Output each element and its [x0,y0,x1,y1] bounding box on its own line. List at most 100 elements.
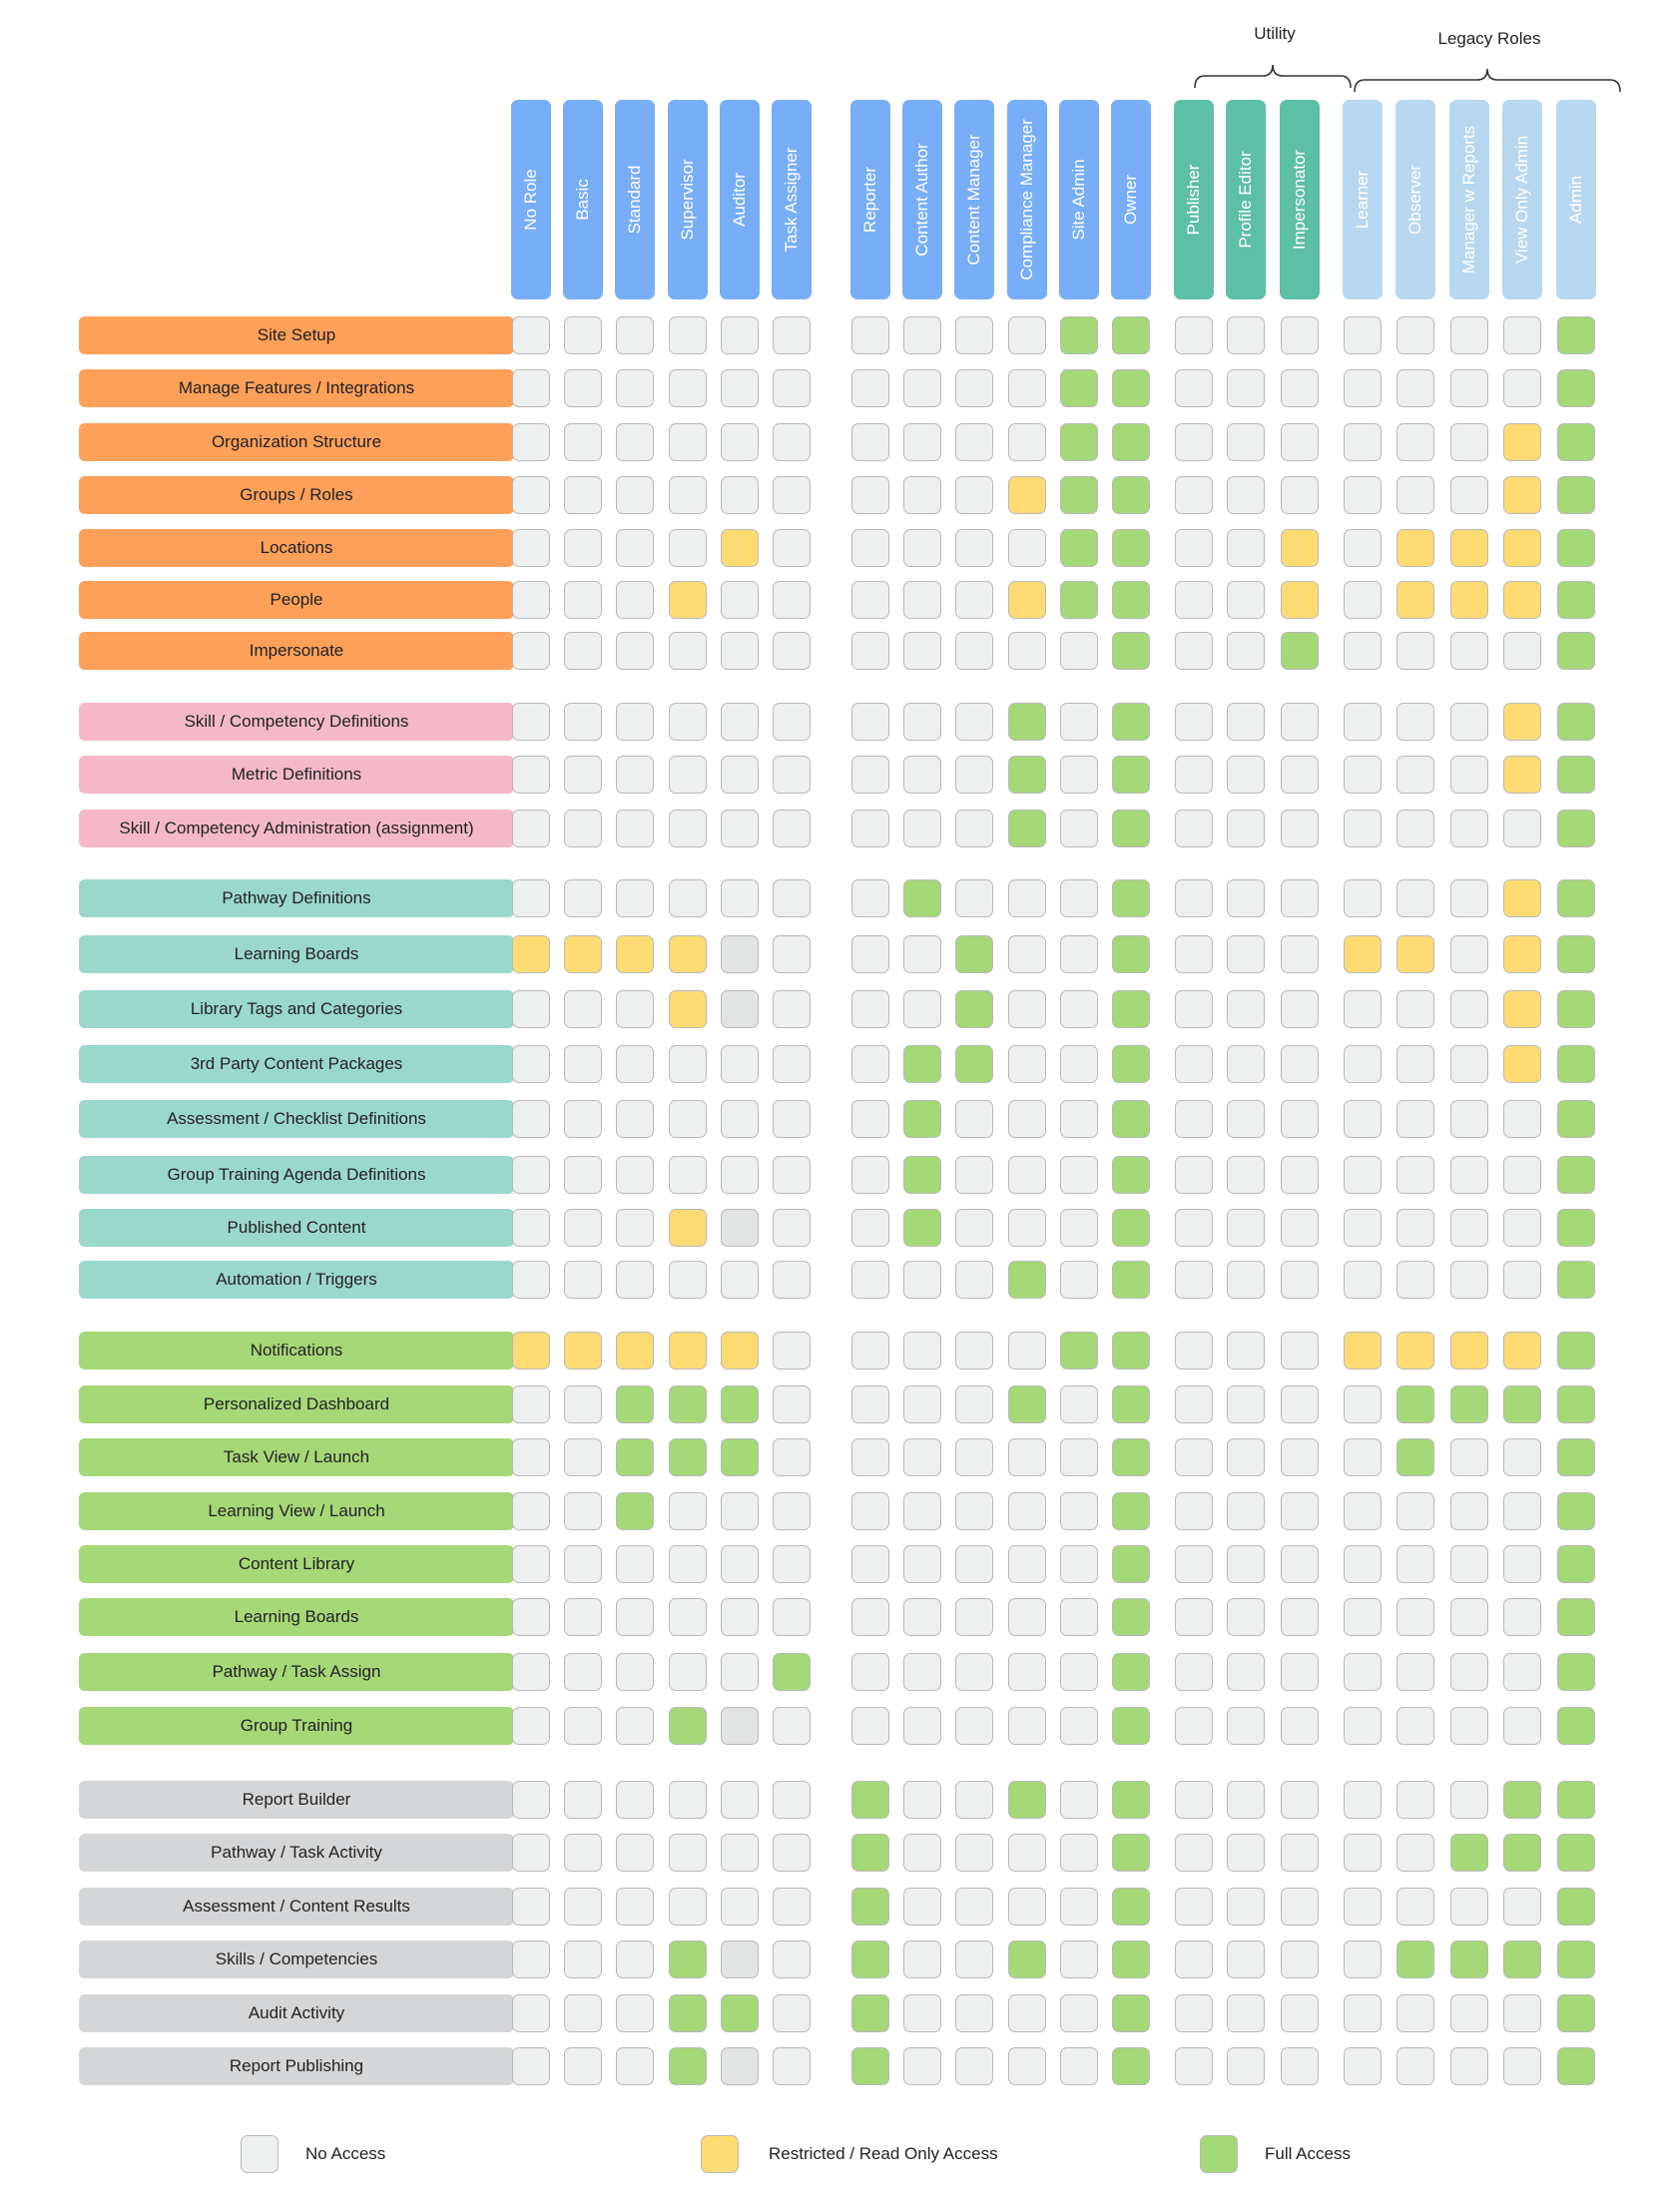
cell-restricted [1344,935,1382,973]
cell-no-access [773,756,811,794]
cell-no-access [903,1385,941,1423]
cell-full-access [1557,476,1595,514]
cell-restricted [1396,529,1434,567]
cell-no-access [1450,810,1488,847]
row-label-learning-boards: Learning Boards [79,1598,514,1636]
cell-no-access [669,476,707,514]
cell-no-access [564,1492,602,1530]
cell-no-access [669,1045,707,1083]
cell-no-access [512,1598,550,1636]
cell-no-access [773,810,811,847]
cell-no-access [1450,756,1488,794]
cell-no-access [851,1332,889,1370]
cell-no-access [564,316,602,354]
row-label-metric-definitions: Metric Definitions [79,756,514,794]
cell-no-access [1450,1209,1488,1247]
cell-no-access [773,423,811,461]
cell-no-access [1344,990,1382,1028]
cell-no-access [955,529,993,567]
cell-full-access [1112,369,1150,407]
cell-no-access [1060,1438,1098,1476]
cell-full-access [851,1781,889,1819]
cell-no-access [616,529,654,567]
cell-no-access [955,1100,993,1138]
cell-no-access [1008,1834,1046,1872]
column-header-label: Standard [625,165,644,235]
cell-no-access [1227,581,1265,619]
cell-no-access [1281,810,1319,847]
cell-no-access [1396,476,1434,514]
cell-no-access [1344,756,1382,794]
cell-no-access [1008,990,1046,1028]
cell-no-access [955,632,993,670]
cell-no-access [1060,1492,1098,1530]
cell-no-access [1450,1707,1488,1745]
cell-no-access [1344,1834,1382,1872]
cell-no-access [1396,1492,1434,1530]
cell-no-access [1227,423,1265,461]
row-label-assessment-checklist-definitions: Assessment / Checklist Definitions [79,1100,514,1138]
cell-no-access [564,810,602,847]
cell-no-access [773,1834,811,1872]
cell-full-access [851,1888,889,1926]
cell-full-access [1557,756,1595,794]
cell-no-access [903,632,941,670]
cell-no-access [512,1781,550,1819]
cell-no-access [564,1438,602,1476]
cell-no-access [1450,1994,1488,2032]
cell-no-access [616,316,654,354]
utility-brace [1194,64,1352,89]
cell-no-access [851,810,889,847]
cell-no-access [851,1045,889,1083]
cell-restricted [1503,1045,1541,1083]
cell-no-access [1060,1834,1098,1872]
cell-no-access [955,1545,993,1583]
group-label-utility: Utility [1254,24,1296,43]
cell-no-access [1344,1994,1382,2032]
cell-no-access [955,1834,993,1872]
cell-no-access [903,756,941,794]
cell-no-access [955,423,993,461]
cell-no-access [1281,1332,1319,1370]
legacy-roles-brace [1354,68,1621,93]
cell-no-access [1450,703,1488,741]
cell-no-access [512,990,550,1028]
cell-no-access [1450,1045,1488,1083]
cell-no-access [1503,1100,1541,1138]
cell-no-access [1175,1209,1213,1247]
cell-no-access [1227,990,1265,1028]
cell-restricted [564,935,602,973]
column-header-label: Supervisor [678,159,697,241]
cell-no-access [1175,1438,1213,1476]
cell-no-access [1450,879,1488,917]
column-header-standard: Standard [615,100,655,299]
cell-no-access [1344,476,1382,514]
row-label-personalized-dashboard: Personalized Dashboard [79,1385,514,1423]
cell-no-access [564,1100,602,1138]
cell-disabled [721,1209,759,1247]
cell-no-access [1060,1781,1098,1819]
cell-no-access [1450,1781,1488,1819]
cell-no-access [773,369,811,407]
cell-no-access [1281,1100,1319,1138]
row-label-3rd-party-content-packages: 3rd Party Content Packages [79,1045,514,1083]
cell-no-access [1281,1045,1319,1083]
cell-no-access [851,935,889,973]
cell-no-access [1227,1545,1265,1583]
cell-no-access [1008,529,1046,567]
column-header-label: Learner [1353,170,1372,230]
cell-no-access [773,476,811,514]
cell-full-access [1112,1332,1150,1370]
cell-no-access [1175,1653,1213,1691]
cell-no-access [773,1156,811,1194]
cell-full-access [1060,581,1098,619]
cell-full-access [1557,529,1595,567]
cell-no-access [1344,369,1382,407]
cell-full-access [1557,632,1595,670]
cell-no-access [564,369,602,407]
row-label-report-builder: Report Builder [79,1781,514,1819]
column-header-content-author: Content Author [902,100,942,299]
cell-full-access [1008,756,1046,794]
cell-no-access [1344,1438,1382,1476]
cell-no-access [1060,879,1098,917]
